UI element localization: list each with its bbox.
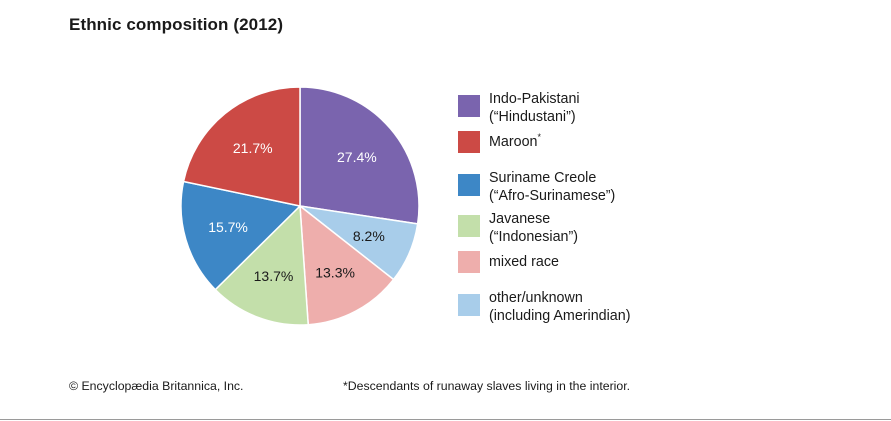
legend-swatch-5 — [458, 131, 480, 153]
bottom-divider — [0, 419, 891, 420]
legend-swatch-3 — [458, 215, 480, 237]
legend-label-5: Maroon* — [489, 133, 541, 151]
pie-slice-0 — [299, 86, 420, 225]
legend-label-line: Maroon* — [489, 132, 541, 150]
slice-label-1: 8.2% — [353, 228, 385, 244]
legend-label-line: other/unknown — [489, 290, 583, 306]
legend-swatch-0 — [458, 95, 480, 117]
legend-label-0: Indo-Pakistani (“Hindustani”) — [489, 90, 580, 126]
slice-label-3: 13.7% — [254, 268, 294, 284]
slice-label-5: 21.7% — [233, 140, 273, 156]
legend-swatch-4 — [458, 174, 480, 196]
legend-swatch-1 — [458, 294, 480, 316]
legend-label-2: mixed race — [489, 253, 559, 271]
pie-chart: 27.4% 8.2% 13.3% 13.7% 15.7% 21.7% — [180, 86, 420, 326]
legend-item-1: other/unknown (including Amerindian) — [458, 289, 698, 325]
copyright-text: © Encyclopædia Britannica, Inc. — [69, 379, 244, 393]
pie-slice-5 — [182, 86, 301, 207]
legend-item-4: Suriname Creole (“Afro-Surinamese”) — [458, 169, 698, 205]
legend-swatch-2 — [458, 251, 480, 273]
legend-label-line: (“Afro-Surinamese”) — [489, 188, 616, 204]
slice-label-0: 27.4% — [337, 149, 377, 165]
pie-slice-3 — [214, 205, 309, 326]
legend-label-line: (“Indonesian”) — [489, 229, 578, 245]
footnote-marker: * — [537, 132, 541, 143]
slice-label-2: 13.3% — [315, 264, 355, 280]
legend-label-1: other/unknown (including Amerindian) — [489, 289, 630, 325]
legend-label-4: Suriname Creole (“Afro-Surinamese”) — [489, 169, 615, 205]
pie-slice-4 — [180, 180, 301, 291]
chart-title: Ethnic composition (2012) — [69, 15, 284, 34]
legend-item-0: Indo-Pakistani (“Hindustani”) — [458, 90, 698, 126]
legend-item-3: Javanese (“Indonesian”) — [458, 210, 698, 246]
legend-label-line: Suriname Creole — [489, 170, 597, 186]
footnote-text: *Descendants of runaway slaves living in… — [343, 379, 631, 393]
legend-label-line: (“Hindustani”) — [489, 109, 576, 125]
legend-label-line: Indo-Pakistani — [489, 91, 580, 107]
legend-label-3: Javanese (“Indonesian”) — [489, 210, 578, 246]
legend-item-2: mixed race — [458, 251, 698, 273]
legend-label-line: (including Amerindian) — [489, 308, 631, 324]
legend-label-line: mixed race — [489, 254, 559, 270]
legend-item-5: Maroon* — [458, 131, 698, 153]
slice-label-4: 15.7% — [208, 219, 248, 235]
legend-label-line: Javanese — [489, 211, 551, 227]
pie-slice-2 — [299, 205, 395, 326]
